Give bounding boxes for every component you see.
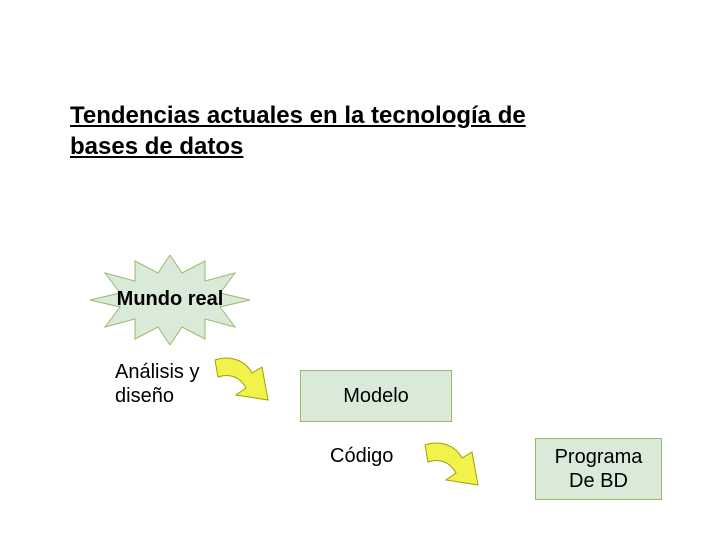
starburst-label: Mundo real: [90, 288, 250, 311]
programa-label: Programa De BD: [555, 445, 643, 493]
page-title: Tendencias actuales en la tecnología de …: [70, 100, 590, 162]
arrow-analysis-to-modelo: [210, 355, 290, 415]
arrow-codigo-to-programa: [420, 440, 500, 500]
programa-box: Programa De BD: [535, 438, 662, 500]
modelo-label: Modelo: [343, 384, 409, 408]
modelo-box: Modelo: [300, 370, 452, 422]
starburst-mundo-real: Mundo real: [90, 255, 250, 345]
analysis-label: Análisis y diseño: [115, 360, 199, 408]
codigo-label: Código: [330, 445, 393, 468]
